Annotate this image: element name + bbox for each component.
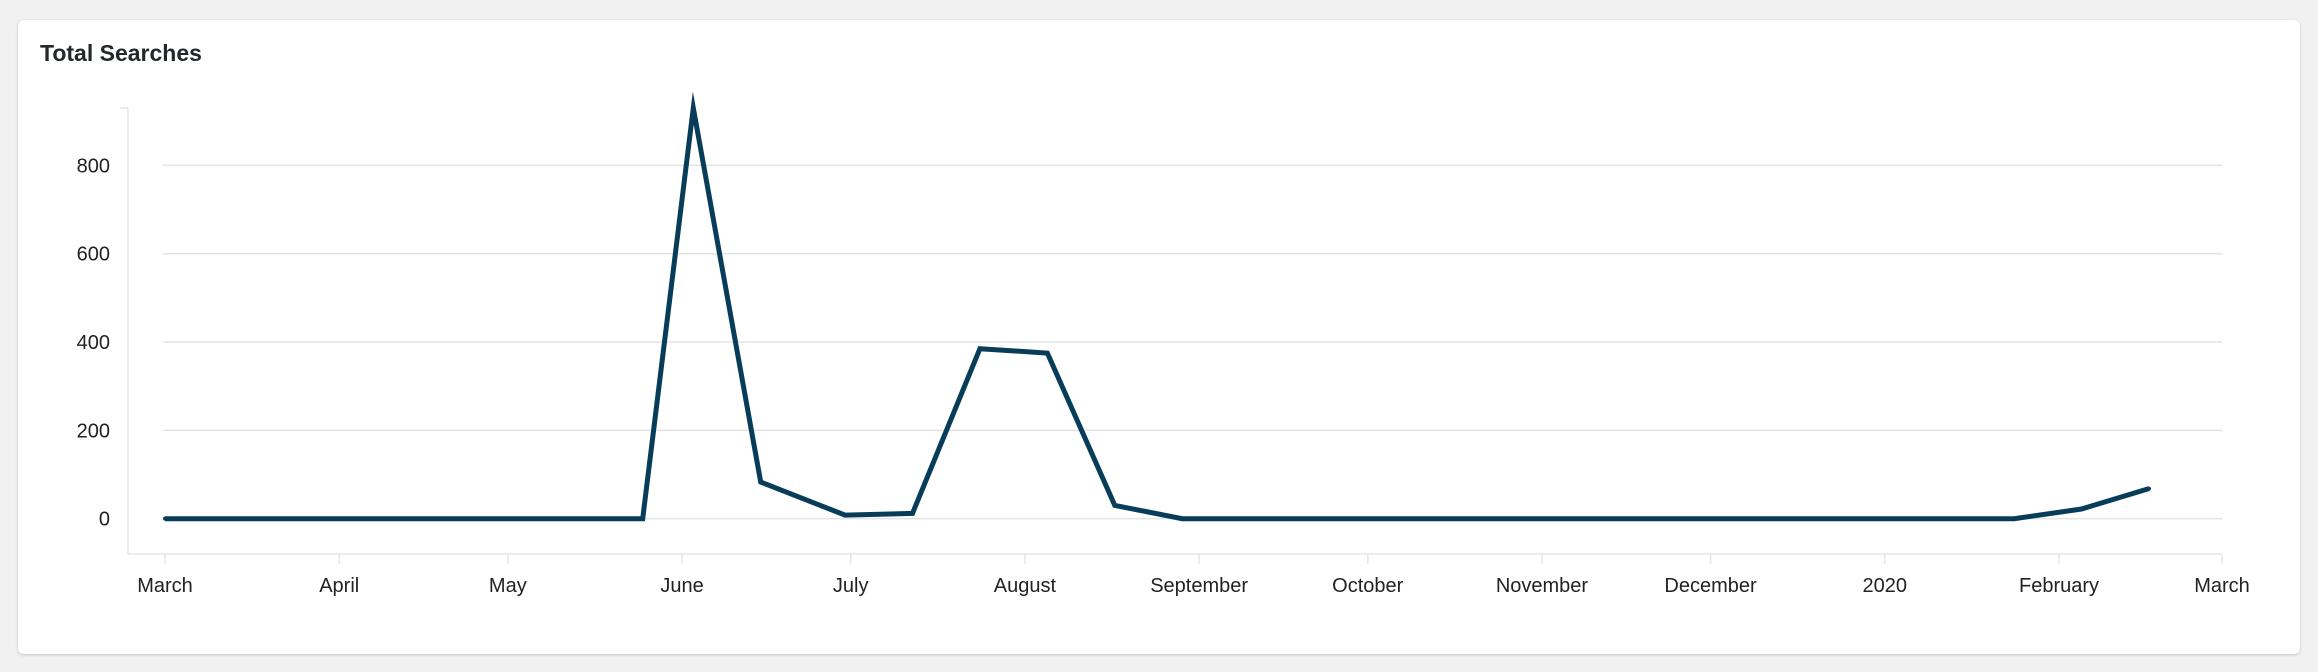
x-tick-label: July [833,575,869,597]
data-point [584,516,589,521]
y-tick-label: 600 [77,244,110,266]
x-tick-label: November [1496,575,1589,597]
x-tick-label: December [1664,575,1757,597]
data-point [163,516,167,521]
data-point [758,480,763,485]
total-searches-line-chart: 0 200 400 600 800 March April May June July August… [77,91,2250,597]
data-point [2146,486,2151,491]
y-tick-label: 800 [77,155,110,177]
data-point [2012,516,2017,521]
y-tick-label: 200 [77,420,110,442]
data-point [1444,516,1449,521]
x-tick-label: September [1150,575,1248,597]
data-point [1112,503,1117,508]
data-point [1180,516,1185,521]
series-line [165,91,2150,522]
data-point [977,346,982,351]
x-tick-label: March [2194,575,2250,597]
card-title: Total Searches [40,40,202,66]
data-point [640,516,645,521]
data-point [2079,506,2084,511]
data-point [691,106,696,110]
total-searches-card: Total Searches 0 200 400 600 800 March April Ma… [18,20,2300,654]
data-point [1045,351,1050,356]
x-tick-label: October [1332,575,1403,597]
data-point [1961,516,1966,521]
x-tick-label: March [137,575,193,597]
data-point [1275,516,1280,521]
data-point [843,513,848,518]
x-tick-label: May [489,575,527,597]
x-tick-label: June [660,575,703,597]
data-point [910,511,915,516]
y-tick-label: 0 [99,509,110,531]
x-tick-label: April [319,575,359,597]
data-point [1618,516,1623,521]
x-tick-label: February [2019,575,2099,597]
x-tick-label: August [994,575,1057,597]
data-point [241,516,246,521]
data-point [1787,516,1792,521]
data-point [415,516,420,521]
y-tick-label: 400 [77,332,110,354]
x-tick-label: 2020 [1863,575,1908,597]
